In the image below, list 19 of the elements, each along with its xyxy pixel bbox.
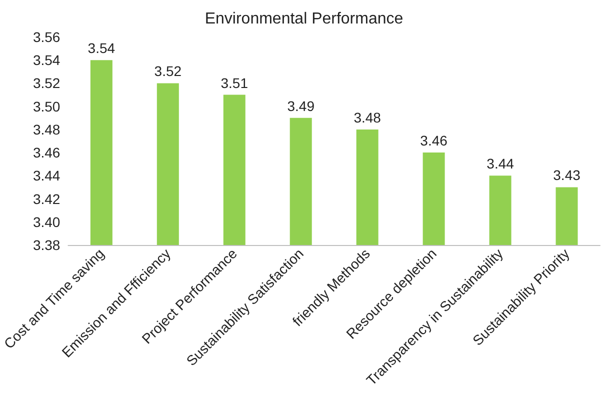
data-label: 3.54 — [88, 40, 116, 56]
y-tick-label: 3.48 — [32, 121, 60, 138]
y-tick-label: 3.46 — [32, 144, 60, 161]
data-label: 3.43 — [553, 167, 581, 184]
y-tick-label: 3.44 — [32, 168, 60, 184]
y-tick-label: 3.42 — [32, 190, 60, 207]
y-tick-label: 3.52 — [32, 75, 60, 92]
chart-title: Environmental Performance — [204, 10, 404, 28]
y-tick-label: 3.56 — [32, 29, 60, 45]
data-label: 3.51 — [220, 74, 248, 91]
data-label: 3.44 — [486, 156, 514, 172]
data-label: 3.46 — [420, 132, 448, 149]
y-tick-label: 3.38 — [32, 237, 60, 253]
data-label: 3.49 — [287, 98, 315, 114]
y-tick-label: 3.50 — [32, 98, 60, 114]
data-label: 3.52 — [154, 63, 182, 80]
data-label: 3.48 — [354, 109, 382, 126]
y-tick-label: 3.40 — [32, 214, 60, 230]
y-tick-label: 3.54 — [32, 52, 60, 68]
